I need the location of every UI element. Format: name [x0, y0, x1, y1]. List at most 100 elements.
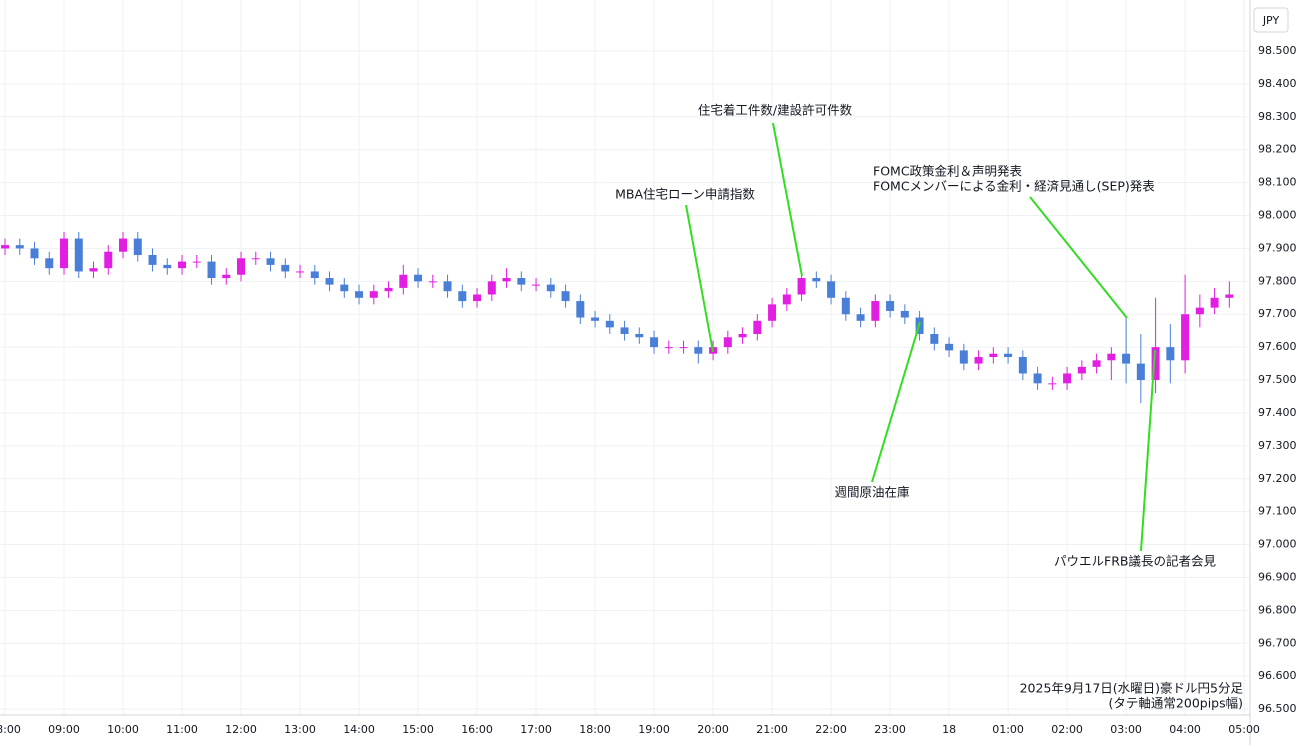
candle-body [591, 317, 600, 321]
candle-body [369, 291, 378, 298]
x-tick-label: 09:00 [48, 723, 80, 736]
y-tick-label: 98.100 [1258, 176, 1297, 189]
x-tick-label: 08:00 [0, 723, 21, 736]
candle-body [827, 281, 836, 298]
candle-body [340, 284, 349, 292]
candle-body [266, 258, 275, 265]
candle-body [1, 245, 10, 249]
y-tick-label: 97.400 [1258, 406, 1297, 419]
candle-body [812, 278, 821, 282]
candle-body [694, 347, 703, 354]
candle-body [635, 333, 644, 338]
candle-body [1166, 347, 1175, 361]
y-tick-label: 97.900 [1258, 241, 1297, 254]
candle-body [900, 310, 909, 318]
candle-body [930, 333, 939, 344]
candle-body [399, 274, 408, 288]
candle-body [1136, 363, 1145, 381]
candle-body [1181, 314, 1190, 361]
y-tick-label: 97.700 [1258, 307, 1297, 320]
y-tick-label: 98.300 [1258, 110, 1297, 123]
candle-body [207, 261, 216, 279]
annotation-line [871, 321, 921, 483]
currency-badge[interactable] [1253, 7, 1289, 33]
annotation-line [1140, 349, 1156, 552]
candle-body [192, 261, 201, 263]
candle-body [443, 281, 452, 292]
y-tick-label: 98.400 [1258, 77, 1297, 90]
candle-body [679, 347, 688, 349]
x-tick-label: 03:00 [1110, 723, 1142, 736]
annotation-line [1029, 196, 1128, 319]
candle-body [384, 287, 393, 292]
x-tick-label: 18 [942, 723, 956, 736]
y-tick-label: 97.500 [1258, 373, 1297, 386]
candle-body [605, 320, 614, 328]
candle-body [1195, 307, 1204, 315]
y-tick-label: 96.700 [1258, 636, 1297, 649]
annotation-label: パウエルFRB議長の記者会見 [1054, 554, 1216, 569]
candle-body [974, 357, 983, 364]
x-tick-label: 21:00 [756, 723, 788, 736]
candle-body [1107, 353, 1116, 361]
candle-body [133, 238, 142, 256]
y-tick-label: 96.500 [1258, 702, 1297, 715]
x-tick-label: 20:00 [697, 723, 729, 736]
candle-body [502, 278, 511, 282]
candle-body [1092, 360, 1101, 367]
x-tick-label: 13:00 [284, 723, 316, 736]
x-tick-label: 17:00 [520, 723, 552, 736]
y-tick-label: 97.600 [1258, 340, 1297, 353]
candle-body [487, 281, 496, 295]
y-tick-label: 98.200 [1258, 143, 1297, 156]
candle-body [325, 278, 334, 285]
candle-body [148, 255, 157, 265]
candle-body [355, 291, 364, 298]
candle-body [1048, 383, 1057, 385]
x-tick-label: 16:00 [461, 723, 493, 736]
candle-body [959, 350, 968, 364]
candle-body [723, 337, 732, 348]
candle-body [886, 301, 895, 311]
x-tick-label: 19:00 [638, 723, 670, 736]
candle-body [119, 238, 128, 252]
candle-body [45, 258, 54, 269]
candle-body [1210, 297, 1219, 308]
candle-body [1122, 353, 1131, 364]
candle-body [664, 347, 673, 349]
y-tick-label: 97.100 [1258, 505, 1297, 518]
y-tick-label: 97.300 [1258, 439, 1297, 452]
annotation-label: 週間原油在庫 [834, 485, 909, 500]
candle-body [104, 251, 113, 269]
candle-body [561, 291, 570, 302]
annotations: MBA住宅ローン申請指数 住宅着工件数/建設許可件数 FOMC政策金利＆声明発表FO… [615, 103, 1216, 569]
candle-body [251, 258, 260, 260]
candle-body [856, 314, 865, 321]
y-tick-label: 98.500 [1258, 44, 1297, 57]
candle-body [1151, 347, 1160, 381]
y-tick-label: 96.600 [1258, 669, 1297, 682]
candle-body [797, 278, 806, 295]
candle-body [74, 238, 83, 272]
x-tick-label: 01:00 [992, 723, 1024, 736]
candle-body [1018, 357, 1027, 374]
x-tick-label: 11:00 [166, 723, 198, 736]
grid [0, 0, 1250, 715]
annotation-line [685, 204, 714, 353]
y-tick-label: 98.000 [1258, 209, 1297, 222]
candle-body [841, 297, 850, 315]
y-tick-label: 97.000 [1258, 538, 1297, 551]
x-tick-label: 15:00 [402, 723, 434, 736]
x-tick-label: 18:00 [579, 723, 611, 736]
candle-body [163, 264, 172, 269]
candle-body [428, 281, 437, 283]
footnote: 2025年9月17日(水曜日)豪ドル円5分足 [1020, 681, 1244, 696]
candle-body [517, 278, 526, 285]
candle-body [871, 301, 880, 321]
candle-body [310, 271, 319, 279]
candle-body [473, 294, 482, 302]
x-tick-label: 23:00 [874, 723, 906, 736]
annotation-label: FOMC政策金利＆声明発表 [873, 164, 1023, 179]
candle-body [458, 291, 467, 302]
